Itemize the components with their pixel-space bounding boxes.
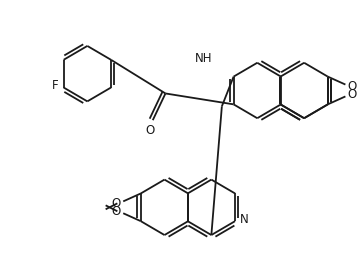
Text: O: O (348, 80, 357, 93)
Text: N: N (240, 213, 248, 226)
Text: NH: NH (195, 52, 212, 65)
Text: O: O (348, 88, 357, 101)
Text: F: F (52, 79, 58, 92)
Text: O: O (145, 124, 154, 136)
Text: O: O (112, 205, 121, 218)
Text: O: O (112, 197, 121, 210)
